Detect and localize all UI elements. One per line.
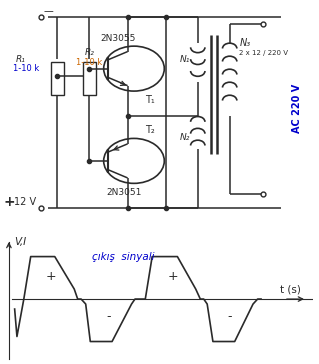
Text: çıkış  sinyali: çıkış sinyali — [92, 252, 155, 262]
Text: 2N3051: 2N3051 — [107, 188, 142, 197]
Text: R₂: R₂ — [85, 48, 94, 56]
Text: 12 V: 12 V — [14, 197, 36, 207]
Text: AC 220 V: AC 220 V — [292, 84, 302, 134]
Text: 2N3055: 2N3055 — [100, 33, 136, 43]
Text: -: - — [228, 310, 232, 323]
Text: —: — — [43, 6, 53, 16]
Text: t (s): t (s) — [280, 284, 301, 294]
FancyBboxPatch shape — [51, 62, 64, 95]
Text: T₁: T₁ — [145, 95, 155, 104]
Text: N₁: N₁ — [179, 55, 190, 64]
Text: +: + — [46, 270, 57, 283]
Text: 1-10 k: 1-10 k — [13, 64, 39, 73]
Text: +: + — [3, 195, 15, 209]
Text: T₂: T₂ — [145, 125, 155, 135]
Text: 1-10 k: 1-10 k — [76, 58, 102, 67]
Text: N₂: N₂ — [179, 133, 190, 142]
Text: -: - — [106, 310, 111, 323]
Text: V,I: V,I — [15, 237, 27, 246]
FancyBboxPatch shape — [83, 62, 96, 95]
Text: +: + — [167, 270, 178, 283]
Text: N₃: N₃ — [239, 37, 250, 48]
Text: 2 x 12 / 220 V: 2 x 12 / 220 V — [239, 50, 288, 56]
Text: R₁: R₁ — [16, 55, 26, 64]
